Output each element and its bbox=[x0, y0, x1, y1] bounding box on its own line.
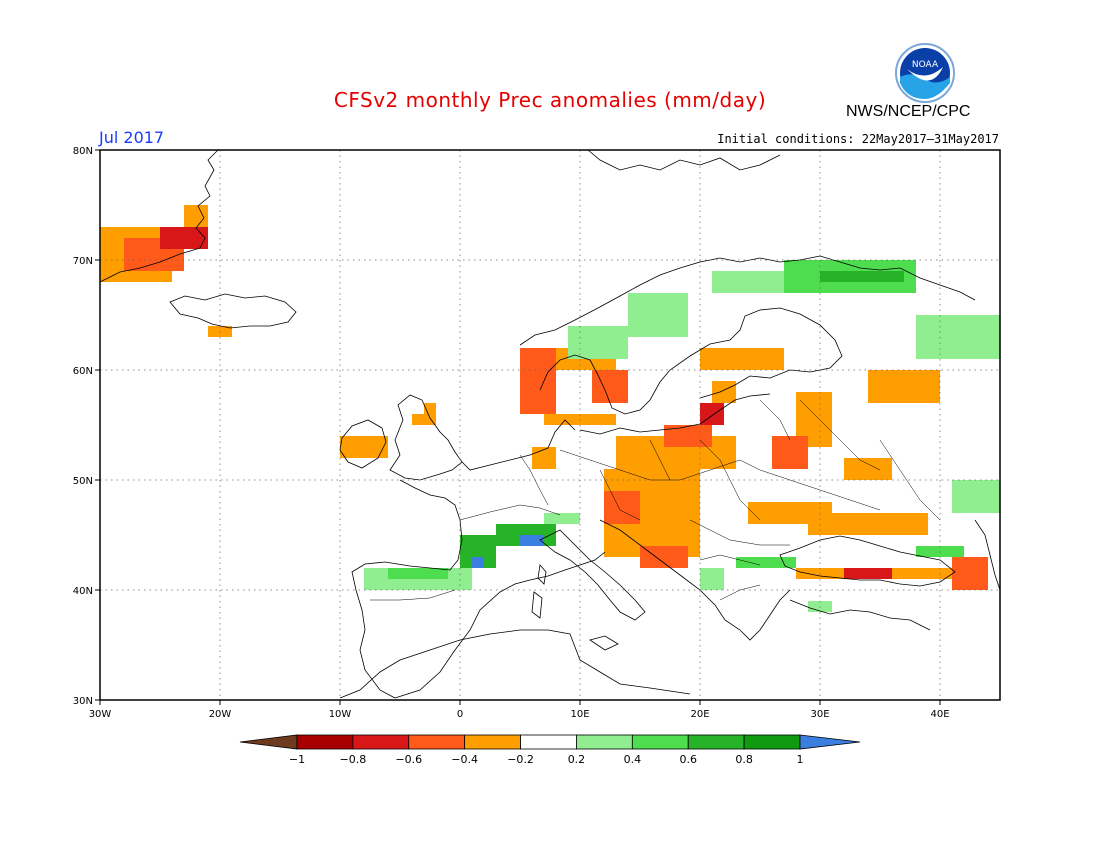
anomaly-cell bbox=[424, 403, 436, 414]
anomaly-cell bbox=[472, 557, 484, 568]
y-tick-label: 70N bbox=[73, 256, 93, 267]
anomaly-cell bbox=[844, 568, 892, 579]
y-tick-label: 40N bbox=[73, 586, 93, 597]
anomaly-cell bbox=[412, 414, 436, 425]
anomaly-cell bbox=[160, 227, 208, 249]
colorbar-segment bbox=[464, 734, 521, 750]
anomaly-cell bbox=[568, 326, 628, 359]
anomaly-cell bbox=[628, 293, 688, 337]
anomaly-cell bbox=[664, 425, 712, 447]
anomaly-cell bbox=[952, 557, 988, 590]
colorbar: −1 −0.8 −0.6 −0.4 −0.2 0.2 0.4 0.6 0.8 1 bbox=[239, 734, 861, 766]
colorbar-segment bbox=[520, 734, 577, 750]
map-frame bbox=[99, 149, 1001, 701]
colorbar-label: −0.8 bbox=[340, 753, 367, 766]
logo-text: NOAA bbox=[912, 60, 939, 70]
anomaly-cell bbox=[868, 370, 940, 403]
x-tick-label: 20E bbox=[690, 709, 709, 720]
colorbar-segment bbox=[687, 734, 745, 750]
anomaly-cell bbox=[952, 480, 1000, 513]
anomaly-cell bbox=[700, 568, 724, 590]
colorbar-segment bbox=[352, 734, 410, 750]
anomaly-cell bbox=[640, 546, 688, 568]
x-tick-label: 20W bbox=[209, 709, 232, 720]
x-tick-label: 30E bbox=[810, 709, 829, 720]
forecast-month: Jul 2017 bbox=[99, 128, 165, 147]
anomaly-cell bbox=[532, 447, 556, 469]
colorbar-segment bbox=[408, 734, 466, 750]
organization-label: NWS/NCEP/CPC bbox=[846, 103, 971, 120]
colorbar-label: 0.6 bbox=[679, 753, 697, 766]
anomaly-cell bbox=[916, 315, 1000, 359]
anomaly-cell bbox=[544, 513, 580, 524]
y-tick-label: 50N bbox=[73, 476, 93, 487]
colorbar-arrow-low bbox=[239, 734, 298, 750]
colorbar-label: −0.6 bbox=[395, 753, 422, 766]
colorbar-label: 0.4 bbox=[624, 753, 642, 766]
x-tick-label: 10W bbox=[329, 709, 352, 720]
anomaly-cells bbox=[100, 205, 1000, 612]
anomaly-cell bbox=[712, 381, 736, 403]
anomaly-cell bbox=[340, 436, 388, 458]
y-tick-label: 60N bbox=[73, 366, 93, 377]
anomaly-cell bbox=[736, 557, 796, 568]
longitude-labels: 30W 20W 10W 0 10E 20E 30E 40E bbox=[89, 700, 950, 720]
colorbar-label: −0.4 bbox=[451, 753, 478, 766]
x-tick-label: 40E bbox=[930, 709, 949, 720]
y-tick-label: 80N bbox=[73, 146, 93, 157]
initial-conditions: Initial conditions: 22May2017–31May2017 bbox=[717, 132, 999, 146]
map-title: CFSv2 monthly Prec anomalies (mm/day) bbox=[333, 88, 767, 112]
y-tick-label: 30N bbox=[73, 696, 93, 707]
anomaly-cell bbox=[820, 271, 904, 282]
anomaly-cell bbox=[808, 513, 928, 535]
colorbar-label: 0.8 bbox=[735, 753, 753, 766]
x-tick-label: 30W bbox=[89, 709, 112, 720]
coastlines bbox=[99, 149, 1001, 699]
colorbar-segment bbox=[296, 734, 354, 750]
anomaly-cell bbox=[520, 348, 556, 414]
colorbar-arrow-high bbox=[799, 734, 861, 750]
graticule bbox=[100, 150, 1000, 700]
x-tick-label: 0 bbox=[457, 709, 463, 720]
anomaly-cell bbox=[184, 205, 208, 227]
anomaly-cell bbox=[844, 458, 892, 480]
anomaly-cell bbox=[520, 535, 544, 546]
x-tick-label: 10E bbox=[570, 709, 589, 720]
colorbar-label: −0.2 bbox=[507, 753, 534, 766]
noaa-logo-icon: NOAA bbox=[895, 43, 955, 103]
anomaly-cell bbox=[604, 491, 640, 524]
colorbar-label: −1 bbox=[289, 753, 305, 766]
anomaly-cell bbox=[700, 348, 784, 370]
anomaly-cell bbox=[772, 436, 808, 469]
anomaly-cell bbox=[388, 568, 448, 579]
colorbar-segment bbox=[631, 734, 689, 750]
colorbar-segment bbox=[576, 734, 633, 750]
anomaly-cell bbox=[592, 370, 628, 403]
colorbar-label: 0.2 bbox=[568, 753, 586, 766]
colorbar-label: 1 bbox=[797, 753, 804, 766]
colorbar-segment bbox=[743, 734, 801, 750]
latitude-labels: 30N 40N 50N 60N 70N 80N bbox=[73, 146, 100, 707]
